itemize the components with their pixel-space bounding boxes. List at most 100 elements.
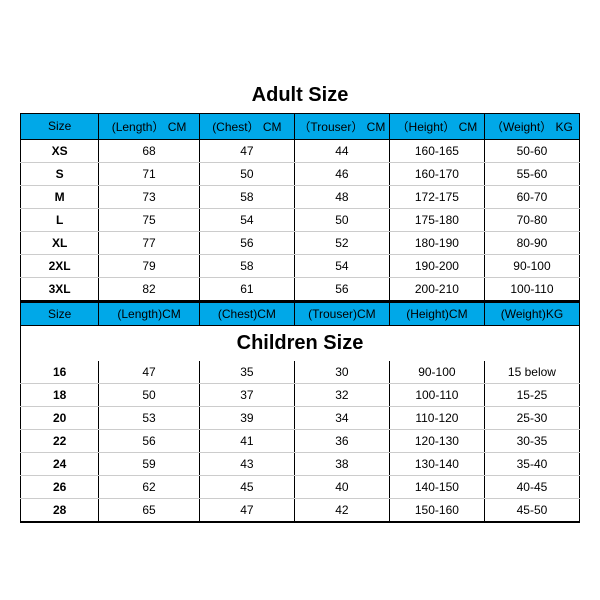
table-cell: 90-100 <box>389 361 484 384</box>
table-cell: 3XL <box>21 277 99 301</box>
col-length: (Length)CM <box>99 302 200 325</box>
table-cell: 61 <box>199 277 294 301</box>
table-cell: 53 <box>99 406 200 429</box>
table-cell: 130-140 <box>389 452 484 475</box>
table-cell: 77 <box>99 231 200 254</box>
table-cell: 75 <box>99 208 200 231</box>
table-cell: 34 <box>294 406 389 429</box>
table-cell: 50 <box>199 162 294 185</box>
table-cell: 55-60 <box>484 162 579 185</box>
table-cell: 60-70 <box>484 185 579 208</box>
table-cell: XL <box>21 231 99 254</box>
table-cell: 50 <box>99 383 200 406</box>
table-cell: 90-100 <box>484 254 579 277</box>
table-cell: 54 <box>294 254 389 277</box>
table-cell: 79 <box>99 254 200 277</box>
table-cell: 47 <box>199 498 294 522</box>
table-cell: 28 <box>21 498 99 522</box>
table-cell: 52 <box>294 231 389 254</box>
table-cell: 54 <box>199 208 294 231</box>
children-size-table: Children Size Size (Length)CM (Chest)CM … <box>20 302 580 523</box>
table-cell: 20 <box>21 406 99 429</box>
table-cell: 24 <box>21 452 99 475</box>
col-length: (Length） CM <box>99 113 200 139</box>
table-cell: 40 <box>294 475 389 498</box>
table-row: XL775652180-19080-90 <box>21 231 580 254</box>
adult-header-row: Size (Length） CM (Chest） CM （Trouser） CM… <box>21 113 580 139</box>
table-cell: 16 <box>21 361 99 384</box>
table-cell: 65 <box>99 498 200 522</box>
table-cell: 42 <box>294 498 389 522</box>
table-cell: 100-110 <box>484 277 579 301</box>
table-row: 28654742150-16045-50 <box>21 498 580 522</box>
table-cell: 18 <box>21 383 99 406</box>
table-cell: 41 <box>199 429 294 452</box>
table-cell: 190-200 <box>389 254 484 277</box>
table-cell: L <box>21 208 99 231</box>
table-cell: M <box>21 185 99 208</box>
table-row: S715046160-17055-60 <box>21 162 580 185</box>
adult-size-table: Size (Length） CM (Chest） CM （Trouser） CM… <box>20 113 580 302</box>
table-cell: 80-90 <box>484 231 579 254</box>
table-cell: XS <box>21 139 99 162</box>
table-cell: 26 <box>21 475 99 498</box>
table-row: M735848172-17560-70 <box>21 185 580 208</box>
table-cell: 38 <box>294 452 389 475</box>
table-cell: S <box>21 162 99 185</box>
table-cell: 35-40 <box>484 452 579 475</box>
table-cell: 82 <box>99 277 200 301</box>
col-chest: (Chest)CM <box>199 302 294 325</box>
table-cell: 56 <box>294 277 389 301</box>
table-cell: 70-80 <box>484 208 579 231</box>
table-cell: 45 <box>199 475 294 498</box>
table-row: 18503732100-11015-25 <box>21 383 580 406</box>
table-cell: 2XL <box>21 254 99 277</box>
table-row: 2XL795854190-20090-100 <box>21 254 580 277</box>
col-chest: (Chest） CM <box>199 113 294 139</box>
table-cell: 35 <box>199 361 294 384</box>
table-cell: 73 <box>99 185 200 208</box>
table-cell: 50-60 <box>484 139 579 162</box>
table-cell: 30-35 <box>484 429 579 452</box>
table-row: L755450175-18070-80 <box>21 208 580 231</box>
table-cell: 100-110 <box>389 383 484 406</box>
size-chart-container: Adult Size Size (Length） CM (Chest） CM （… <box>20 78 580 523</box>
table-cell: 110-120 <box>389 406 484 429</box>
table-cell: 56 <box>199 231 294 254</box>
table-cell: 39 <box>199 406 294 429</box>
table-cell: 71 <box>99 162 200 185</box>
adult-title: Adult Size <box>20 78 580 113</box>
table-row: 22564136120-13030-35 <box>21 429 580 452</box>
table-cell: 47 <box>199 139 294 162</box>
col-weight: (Weight)KG <box>484 302 579 325</box>
table-cell: 62 <box>99 475 200 498</box>
table-cell: 56 <box>99 429 200 452</box>
table-cell: 58 <box>199 185 294 208</box>
table-row: 1647353090-10015 below <box>21 361 580 384</box>
table-cell: 40-45 <box>484 475 579 498</box>
table-cell: 120-130 <box>389 429 484 452</box>
table-row: 24594338130-14035-40 <box>21 452 580 475</box>
table-cell: 15 below <box>484 361 579 384</box>
table-cell: 45-50 <box>484 498 579 522</box>
table-cell: 22 <box>21 429 99 452</box>
table-cell: 160-170 <box>389 162 484 185</box>
table-cell: 37 <box>199 383 294 406</box>
table-cell: 30 <box>294 361 389 384</box>
col-weight: （Weight） KG <box>484 113 579 139</box>
table-cell: 25-30 <box>484 406 579 429</box>
table-cell: 175-180 <box>389 208 484 231</box>
col-size: Size <box>21 113 99 139</box>
table-cell: 58 <box>199 254 294 277</box>
table-row: 26624540140-15040-45 <box>21 475 580 498</box>
table-cell: 32 <box>294 383 389 406</box>
children-header-row: Size (Length)CM (Chest)CM (Trouser)CM (H… <box>21 302 580 325</box>
col-trouser: （Trouser） CM <box>294 113 389 139</box>
table-cell: 36 <box>294 429 389 452</box>
table-cell: 44 <box>294 139 389 162</box>
col-height: （Height） CM <box>389 113 484 139</box>
table-row: XS684744160-16550-60 <box>21 139 580 162</box>
col-trouser: (Trouser)CM <box>294 302 389 325</box>
table-cell: 140-150 <box>389 475 484 498</box>
table-row: 3XL826156200-210100-110 <box>21 277 580 301</box>
